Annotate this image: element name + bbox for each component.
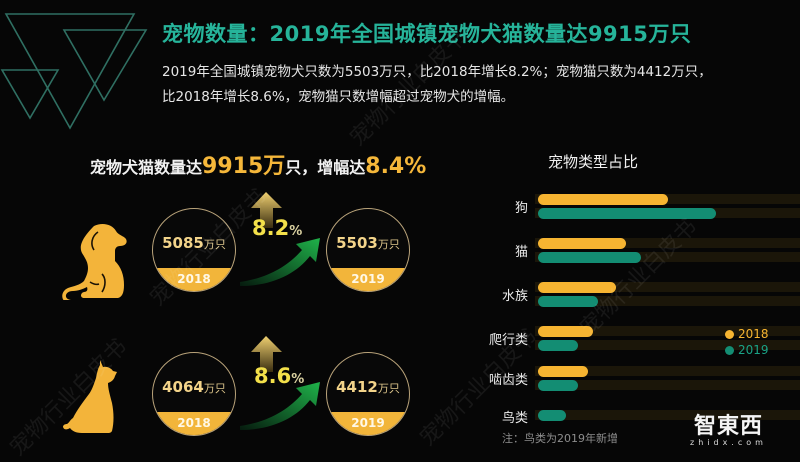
brand-logo: 智東西 zhidx.com — [690, 408, 767, 447]
description-line-2: 比2018年增长8.6%，宠物猫只数增幅超过宠物犬的增幅。 — [162, 89, 515, 105]
dog-2019-circle: 5503万只 2019 — [326, 208, 410, 292]
headline-mid: 只，增幅达 — [285, 158, 366, 177]
dog-growth-number: 8.2 — [252, 216, 290, 240]
cat-2018-unit: 万只 — [203, 382, 226, 395]
bar-2019 — [538, 410, 566, 421]
bar-2018 — [538, 194, 668, 205]
headline-prefix: 宠物犬猫数量达 — [90, 158, 203, 177]
bar-track — [535, 326, 800, 336]
dog-2018-value: 5085 — [162, 234, 204, 252]
legend-dot-2018-icon — [725, 329, 734, 339]
bar-2018 — [538, 282, 616, 293]
dog-growth-percent: % — [289, 224, 303, 239]
cat-2019-year: 2019 — [327, 412, 409, 435]
description-line-1: 2019年全国城镇宠物犬只数为5503万只，比2018年增长8.2%；宠物猫只数… — [162, 64, 712, 80]
cat-2018-value: 4064 — [162, 378, 204, 396]
page-description: 2019年全国城镇宠物犬只数为5503万只，比2018年增长8.2%；宠物猫只数… — [162, 60, 782, 110]
bar-2018 — [538, 366, 588, 377]
dog-2019-unit: 万只 — [377, 238, 400, 251]
cat-growth-number: 8.6 — [254, 364, 292, 388]
page-title: 宠物数量：2019年全国城镇宠物犬猫数量达9915万只 — [162, 22, 692, 46]
category-label: 鸟类 — [501, 411, 528, 426]
bar-2019 — [538, 380, 578, 391]
bar-2019 — [538, 296, 598, 307]
dog-2018-unit: 万只 — [203, 238, 226, 251]
bar-2019 — [538, 340, 578, 351]
headline-total: 9915万 — [202, 154, 286, 179]
bar-track — [535, 340, 800, 350]
bar-2019 — [538, 208, 716, 219]
watermark: 宠物行业白皮书 — [575, 214, 703, 342]
bar-track — [535, 296, 800, 306]
bar-track — [535, 282, 800, 292]
bar-2018 — [538, 326, 593, 337]
bar-track — [535, 252, 800, 262]
dog-2018-circle: 5085万只 2018 — [152, 208, 236, 292]
growth-arrows-icon — [240, 192, 320, 286]
category-label: 猫 — [514, 245, 528, 260]
category-label: 水族 — [501, 289, 528, 304]
bar-track — [535, 366, 800, 376]
headline-growth: 8.4% — [365, 154, 427, 179]
bar-track — [535, 380, 800, 390]
bar-2019 — [538, 252, 641, 263]
chart-legend: 2018 2019 — [725, 326, 769, 358]
cat-growth: 8.6% — [254, 364, 304, 388]
dog-2018-year: 2018 — [153, 268, 235, 291]
category-label: 爬行类 — [488, 333, 528, 348]
growth-arrows-icon — [240, 336, 320, 430]
bar-track — [535, 238, 800, 248]
category-label: 狗 — [514, 201, 528, 216]
cat-icon — [63, 360, 117, 433]
headline: 宠物犬猫数量达9915万只，增幅达8.4% — [90, 148, 426, 180]
bar-track — [535, 410, 800, 420]
bar-2018 — [538, 238, 626, 249]
brand-name: 智東西 — [693, 414, 763, 439]
chart-title: 宠物类型占比 — [548, 153, 639, 171]
legend-item-2019: 2019 — [725, 342, 769, 358]
category-label: 啮齿类 — [488, 373, 528, 388]
dog-2019-year: 2019 — [327, 268, 409, 291]
dog-icon — [62, 223, 127, 300]
cat-2019-unit: 万只 — [377, 382, 400, 395]
cat-2018-year: 2018 — [153, 412, 235, 435]
brand-triangles-logo — [0, 13, 148, 130]
legend-label-2019: 2019 — [738, 343, 769, 357]
legend-dot-2019-icon — [725, 345, 734, 355]
dog-growth: 8.2% — [252, 216, 302, 240]
cat-2019-circle: 4412万只 2019 — [326, 352, 410, 436]
legend-item-2018: 2018 — [725, 326, 769, 342]
chart-note: 注：鸟类为2019年新增 — [502, 432, 618, 445]
dog-2019-value: 5503 — [336, 234, 378, 252]
cat-growth-percent: % — [291, 372, 305, 387]
legend-label-2018: 2018 — [738, 327, 769, 341]
cat-2018-circle: 4064万只 2018 — [152, 352, 236, 436]
brand-domain: zhidx.com — [690, 438, 767, 447]
cat-2019-value: 4412 — [336, 378, 378, 396]
